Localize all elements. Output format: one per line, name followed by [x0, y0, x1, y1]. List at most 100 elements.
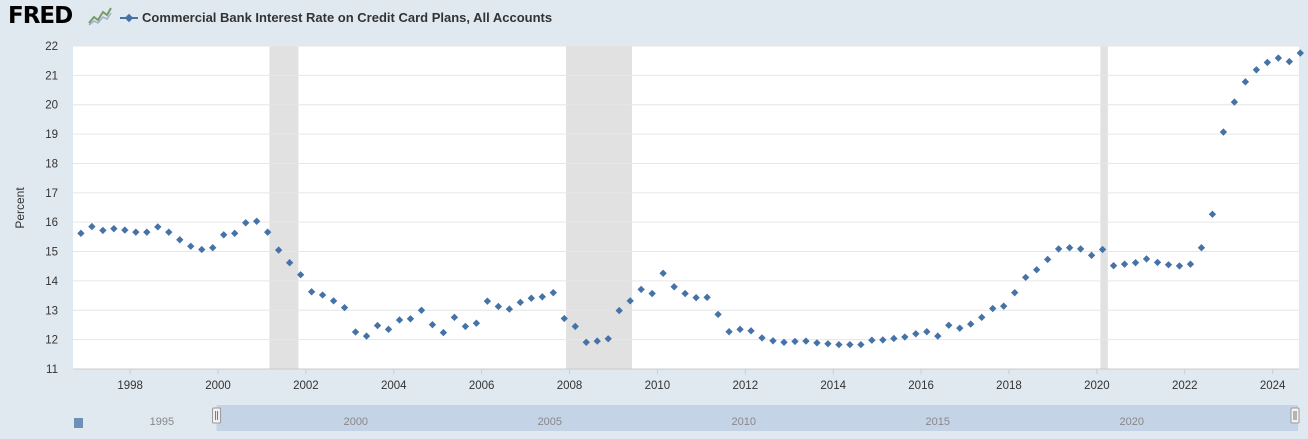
data-point[interactable] [231, 229, 239, 238]
data-point[interactable] [890, 334, 898, 343]
data-point[interactable] [143, 228, 151, 236]
data-point[interactable] [1263, 58, 1272, 67]
navigator-scroll-left-icon[interactable] [74, 418, 83, 428]
data-point[interactable] [681, 289, 689, 298]
data-point[interactable] [934, 332, 942, 340]
legend-marker-icon [120, 13, 138, 23]
data-point[interactable] [912, 330, 920, 338]
data-point[interactable] [154, 223, 162, 231]
data-point[interactable] [373, 321, 382, 330]
x-tick-label: 2000 [205, 380, 231, 392]
data-point[interactable] [307, 288, 316, 296]
data-point[interactable] [736, 325, 744, 334]
data-point[interactable] [582, 338, 590, 346]
data-point[interactable] [395, 316, 404, 324]
data-point[interactable] [1120, 260, 1129, 268]
data-point[interactable] [351, 328, 360, 336]
data-point[interactable] [538, 293, 546, 301]
data-point[interactable] [604, 335, 612, 343]
data-point[interactable] [791, 337, 799, 346]
data-point[interactable] [945, 321, 953, 329]
data-point[interactable] [802, 337, 810, 345]
data-point[interactable] [626, 297, 634, 305]
x-tick-label: 2014 [820, 380, 846, 392]
data-point[interactable] [505, 305, 514, 313]
data-point[interactable] [527, 294, 535, 302]
data-point[interactable] [879, 336, 887, 344]
navigator-label: 2020 [1120, 416, 1144, 428]
data-point[interactable] [901, 333, 909, 341]
data-point[interactable] [956, 324, 964, 332]
data-point[interactable] [1000, 302, 1008, 310]
data-point[interactable] [868, 336, 876, 344]
gridlines [73, 45, 1299, 341]
data-point[interactable] [648, 289, 656, 298]
data-point[interactable] [220, 231, 228, 239]
x-tick-label: 2020 [1084, 380, 1110, 392]
data-point[interactable] [978, 313, 986, 321]
data-point[interactable] [571, 322, 579, 331]
data-point[interactable] [340, 303, 349, 312]
data-point[interactable] [428, 320, 437, 329]
data-point[interactable] [989, 304, 997, 313]
data-point[interactable] [747, 327, 755, 335]
data-point[interactable] [923, 328, 931, 336]
data-point[interactable] [593, 337, 601, 345]
data-point[interactable] [417, 306, 426, 314]
fred-logo[interactable]: FRED [8, 3, 73, 29]
data-point[interactable] [615, 306, 623, 315]
data-point[interactable] [703, 293, 711, 302]
data-point[interactable] [439, 328, 448, 337]
handle-grip-icon[interactable] [1290, 407, 1300, 424]
data-point[interactable] [1175, 262, 1184, 270]
data-point[interactable] [637, 285, 645, 294]
data-point[interactable] [329, 297, 338, 305]
data-point[interactable] [88, 222, 96, 231]
data-point[interactable] [714, 310, 722, 319]
data-point[interactable] [318, 291, 327, 299]
data-point[interactable] [1043, 255, 1052, 264]
navigator-selected-range[interactable] [216, 405, 1298, 431]
data-point[interactable] [659, 269, 667, 277]
legend-label: Commercial Bank Interest Rate on Credit … [142, 10, 553, 25]
data-point[interactable] [483, 297, 492, 305]
navigator-right-handle[interactable] [1290, 407, 1300, 424]
data-point[interactable] [824, 340, 832, 348]
data-point[interactable] [296, 271, 305, 279]
data-point[interactable] [813, 339, 821, 347]
data-point[interactable] [725, 328, 733, 336]
data-point[interactable] [846, 340, 854, 349]
navigator-left-handle[interactable] [212, 407, 222, 424]
x-tick-label: 2016 [908, 380, 934, 392]
data-point[interactable] [253, 217, 261, 225]
data-point[interactable] [450, 313, 459, 321]
data-point[interactable] [494, 302, 503, 311]
data-point[interactable] [692, 293, 700, 302]
data-point[interactable] [670, 283, 678, 291]
data-point[interactable] [769, 337, 777, 345]
x-tick-label: 2006 [469, 380, 495, 392]
data-point[interactable] [472, 319, 481, 327]
data-point[interactable] [780, 338, 788, 346]
data-point[interactable] [77, 229, 85, 238]
data-point[interactable] [384, 325, 393, 334]
data-point[interactable] [110, 224, 118, 233]
data-point[interactable] [857, 340, 865, 349]
data-point[interactable] [1011, 288, 1019, 297]
data-point[interactable] [516, 298, 525, 307]
data-point[interactable] [549, 288, 557, 297]
data-point[interactable] [1241, 78, 1250, 86]
data-point[interactable] [835, 340, 843, 349]
data-point[interactable] [99, 226, 107, 235]
y-tick-label: 19 [45, 129, 58, 141]
data-point[interactable] [461, 322, 470, 331]
handle-grip-icon[interactable] [212, 407, 222, 424]
range-navigator[interactable]: 1995 2000 2005 2010 2015 2020 [73, 405, 1300, 431]
data-point[interactable] [285, 259, 294, 267]
data-point[interactable] [758, 334, 766, 342]
data-point[interactable] [560, 314, 568, 323]
data-point[interactable] [967, 320, 975, 328]
data-point[interactable] [362, 332, 371, 340]
x-tick-label: 2002 [293, 380, 319, 392]
data-point[interactable] [406, 315, 415, 323]
